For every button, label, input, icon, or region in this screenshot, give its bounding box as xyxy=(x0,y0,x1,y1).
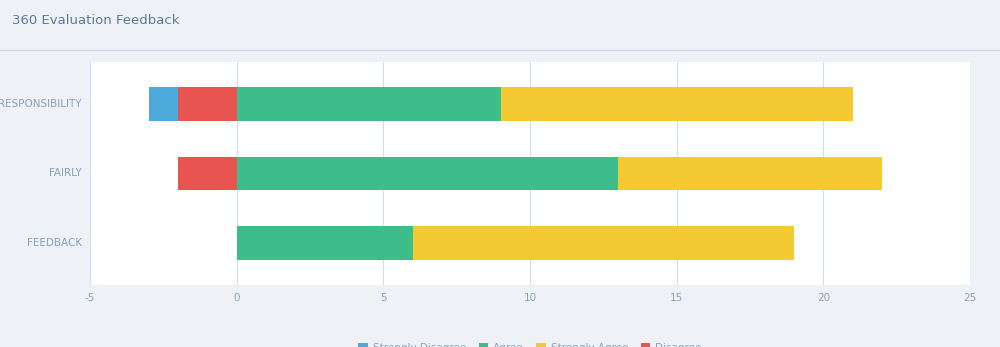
Bar xyxy=(237,87,501,121)
Bar xyxy=(501,87,853,121)
Bar xyxy=(237,157,618,190)
Legend: Strongly Disagree, Agree, Strongly Agree, Disagree: Strongly Disagree, Agree, Strongly Agree… xyxy=(354,339,706,347)
Bar xyxy=(413,226,794,260)
Bar xyxy=(237,226,413,260)
Bar xyxy=(618,157,882,190)
Bar xyxy=(178,87,237,121)
Bar xyxy=(149,87,178,121)
Bar xyxy=(178,157,237,190)
Text: 360 Evaluation Feedback: 360 Evaluation Feedback xyxy=(12,14,180,27)
